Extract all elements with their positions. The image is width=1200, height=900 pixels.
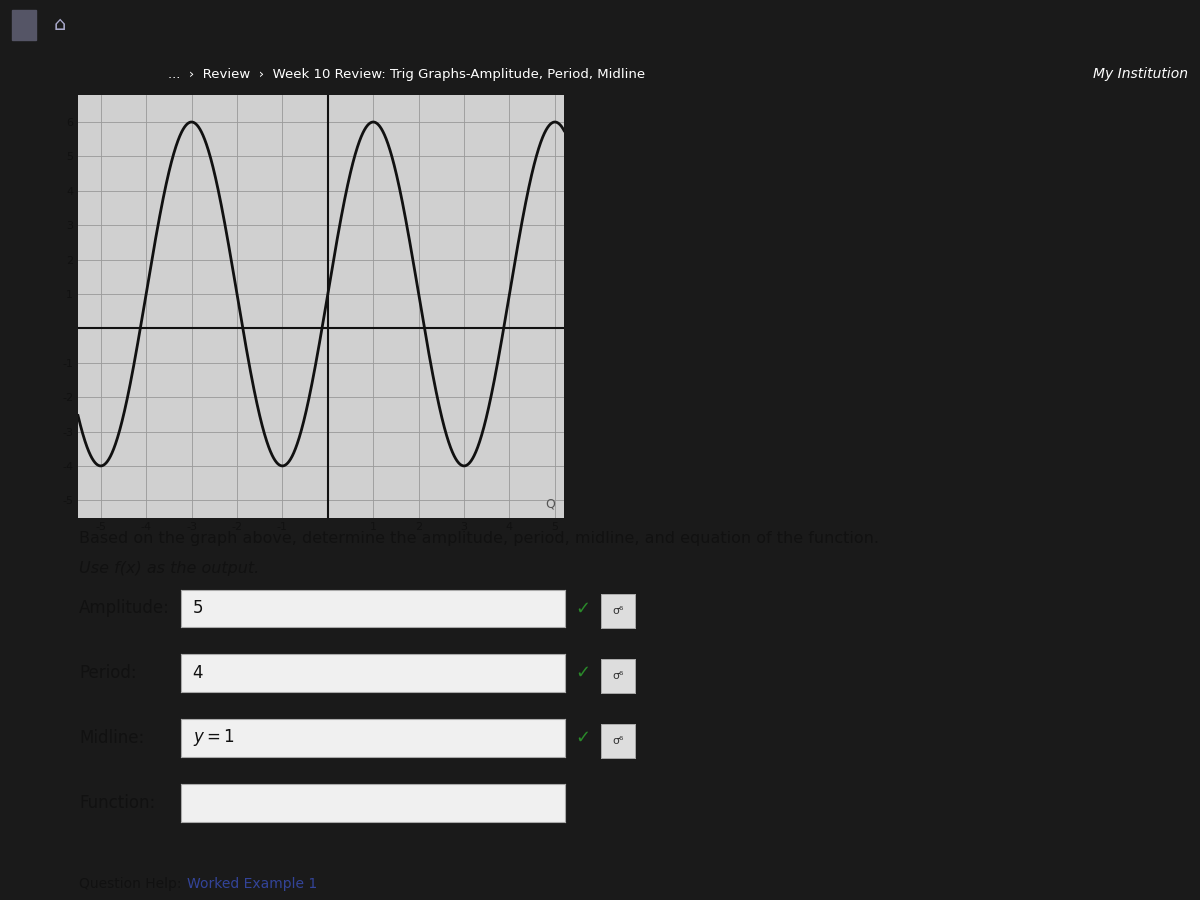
Text: Function:: Function: (79, 794, 156, 812)
Text: 4: 4 (193, 664, 203, 682)
Text: Amplitude:: Amplitude: (79, 599, 170, 617)
Text: ⌂: ⌂ (54, 15, 66, 34)
Text: ✓: ✓ (575, 599, 590, 617)
Text: σ⁶: σ⁶ (612, 606, 624, 616)
Text: Based on the graph above, determine the amplitude, period, midline, and equation: Based on the graph above, determine the … (79, 531, 880, 546)
Text: ✓: ✓ (575, 664, 590, 682)
Text: 5: 5 (193, 599, 203, 617)
Text: Worked Example 1: Worked Example 1 (187, 877, 318, 891)
Text: ...  ›  Review  ›  Week 10 Review: Trig Graphs-Amplitude, Period, Midline: ... › Review › Week 10 Review: Trig Grap… (168, 68, 646, 81)
Text: Midline:: Midline: (79, 729, 144, 747)
Text: σ⁶: σ⁶ (612, 735, 624, 746)
Text: Q: Q (545, 498, 554, 510)
Bar (12, 10, 36, 40)
Text: Question Help:: Question Help: (79, 877, 181, 891)
Text: σ⁶: σ⁶ (612, 670, 624, 681)
Text: ✓: ✓ (575, 729, 590, 747)
Text: Use f(x) as the output.: Use f(x) as the output. (79, 561, 259, 576)
Text: $y = 1$: $y = 1$ (193, 727, 234, 749)
Text: Period:: Period: (79, 664, 137, 682)
Text: My Institution: My Institution (1093, 68, 1188, 81)
